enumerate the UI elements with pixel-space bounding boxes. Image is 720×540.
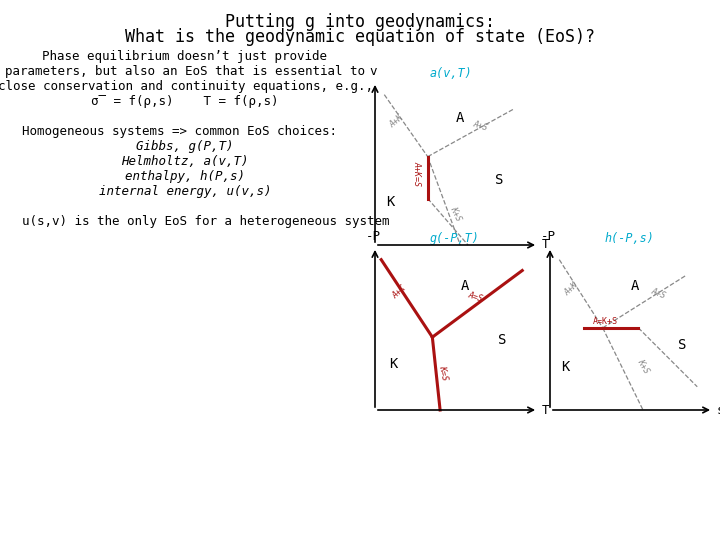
- Text: A+K: A+K: [388, 113, 405, 129]
- Text: internal energy, u(v,s): internal energy, u(v,s): [99, 185, 271, 198]
- Text: A: A: [456, 111, 464, 125]
- Text: A+S: A+S: [472, 119, 489, 132]
- Text: enthalpy, h(P,s): enthalpy, h(P,s): [125, 170, 245, 183]
- Text: K: K: [562, 360, 570, 374]
- Text: K: K: [390, 356, 397, 370]
- Text: parameters, but also an EoS that is essential to: parameters, but also an EoS that is esse…: [5, 65, 365, 78]
- Text: K: K: [387, 194, 395, 208]
- Text: K+S: K+S: [635, 358, 651, 375]
- Text: K=S: K=S: [437, 364, 449, 381]
- Text: g(-P,T): g(-P,T): [429, 232, 479, 245]
- Text: A=K+S: A=K+S: [593, 317, 618, 326]
- Text: S: S: [498, 333, 506, 347]
- Text: Helmholtz, a(v,T): Helmholtz, a(v,T): [121, 155, 248, 168]
- Text: A: A: [631, 279, 639, 293]
- Text: S: S: [678, 338, 686, 352]
- Text: What is the geodynamic equation of state (EoS)?: What is the geodynamic equation of state…: [125, 28, 595, 46]
- Text: a(v,T): a(v,T): [429, 67, 472, 80]
- Text: h(-P,s): h(-P,s): [604, 232, 654, 245]
- Text: A: A: [461, 279, 469, 293]
- Text: A+K=S: A+K=S: [413, 161, 421, 186]
- Text: A=S: A=S: [467, 291, 485, 303]
- Text: A+K: A+K: [563, 281, 580, 298]
- Text: Putting g into geodynamics:: Putting g into geodynamics:: [225, 13, 495, 31]
- Text: σ̅ = f(ρ,s)    T = f(ρ,s): σ̅ = f(ρ,s) T = f(ρ,s): [91, 95, 279, 108]
- Text: K+S: K+S: [449, 205, 463, 222]
- Text: close conservation and continuity equations, e.g.,: close conservation and continuity equati…: [0, 80, 372, 93]
- Text: A+K: A+K: [391, 284, 408, 301]
- Text: T: T: [542, 403, 549, 416]
- Text: -P: -P: [541, 230, 556, 243]
- Text: v: v: [369, 65, 377, 78]
- Text: -P: -P: [366, 230, 380, 243]
- Text: Homogeneous systems => common EoS choices:: Homogeneous systems => common EoS choice…: [22, 125, 337, 138]
- Text: u(s,v) is the only EoS for a heterogeneous system: u(s,v) is the only EoS for a heterogeneo…: [22, 215, 390, 228]
- Text: S: S: [495, 173, 503, 187]
- Text: A+S: A+S: [650, 287, 667, 301]
- Text: Phase equilibrium doesn’t just provide: Phase equilibrium doesn’t just provide: [42, 50, 328, 63]
- Text: Gibbs, g(P,T): Gibbs, g(P,T): [136, 140, 234, 153]
- Text: T: T: [542, 239, 549, 252]
- Text: s: s: [717, 403, 720, 416]
